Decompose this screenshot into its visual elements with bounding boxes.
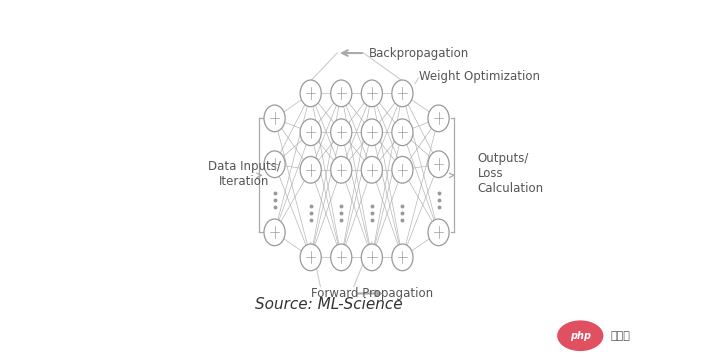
Text: 中文网: 中文网 — [611, 331, 631, 341]
Ellipse shape — [392, 244, 413, 271]
Text: Outputs/
Loss
Calculation: Outputs/ Loss Calculation — [478, 152, 543, 195]
Ellipse shape — [330, 244, 352, 271]
Text: php: php — [570, 331, 591, 341]
Ellipse shape — [392, 119, 413, 145]
Ellipse shape — [300, 119, 321, 145]
Ellipse shape — [264, 105, 285, 132]
Ellipse shape — [361, 244, 382, 271]
Ellipse shape — [428, 151, 449, 178]
Ellipse shape — [361, 80, 382, 107]
Text: Forward Propagation: Forward Propagation — [310, 287, 433, 300]
Ellipse shape — [300, 156, 321, 183]
Ellipse shape — [300, 244, 321, 271]
Ellipse shape — [300, 80, 321, 107]
Text: Source: ML-Science: Source: ML-Science — [255, 296, 402, 312]
Ellipse shape — [264, 219, 285, 246]
Ellipse shape — [330, 80, 352, 107]
Ellipse shape — [428, 219, 449, 246]
Ellipse shape — [330, 156, 352, 183]
Text: Weight Optimization: Weight Optimization — [419, 70, 540, 83]
Ellipse shape — [392, 80, 413, 107]
Ellipse shape — [392, 156, 413, 183]
Text: Data Inputs/
Iteration: Data Inputs/ Iteration — [207, 160, 281, 188]
Ellipse shape — [330, 119, 352, 145]
Ellipse shape — [361, 119, 382, 145]
Ellipse shape — [361, 156, 382, 183]
Text: Backpropagation: Backpropagation — [369, 47, 469, 60]
Ellipse shape — [557, 321, 603, 351]
Ellipse shape — [264, 151, 285, 178]
Ellipse shape — [428, 105, 449, 132]
